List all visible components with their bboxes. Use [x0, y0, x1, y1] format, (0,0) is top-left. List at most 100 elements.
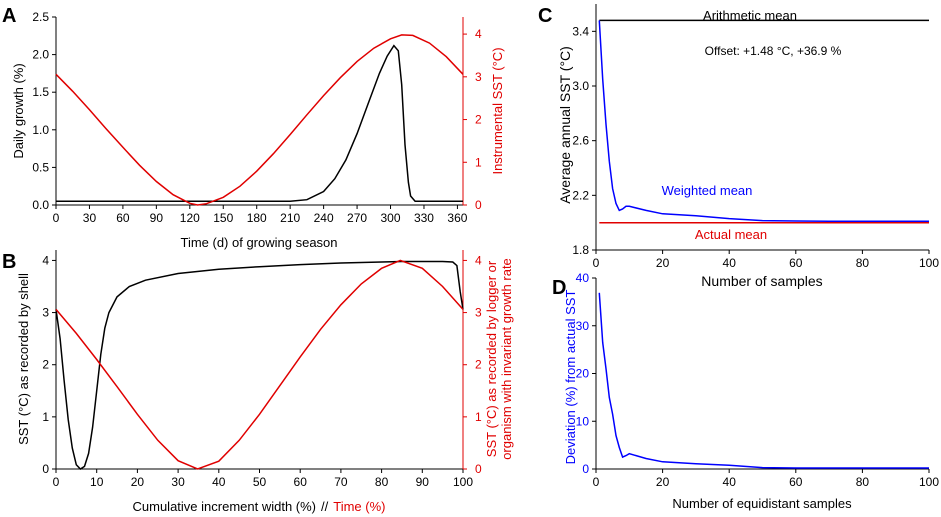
panel-a-y2-tick-label: 4 — [475, 27, 482, 41]
panel-d-x-tick-label: 0 — [593, 475, 600, 489]
panel-d-x-tick-label: 40 — [723, 475, 737, 489]
panel-a-sst-line — [55, 34, 464, 206]
panel-a-y2-tick-label: 2 — [475, 113, 482, 127]
panel-c-x-tick-label: 60 — [789, 256, 803, 270]
panel-b-x-tick-label: 40 — [212, 475, 226, 489]
panel-c-y-tick-label: 1.8 — [572, 243, 589, 257]
panel-c-actual-label: Actual mean — [695, 227, 767, 242]
panel-a-y-tick-label: 0.5 — [32, 160, 49, 174]
panel-a-x-tick-label: 90 — [150, 211, 164, 225]
panel-b-x-label-main: Cumulative increment width (%) — [133, 499, 317, 514]
panel-d-deviation-line — [598, 292, 929, 469]
panel-c-x-label: Number of samples — [701, 273, 822, 289]
panel-b-x-tick-label: 30 — [171, 475, 185, 489]
panel-d-x-tick-label: 100 — [919, 475, 939, 489]
panel-c-letter: C — [538, 5, 552, 27]
panel-a-x-tick-label: 210 — [280, 211, 300, 225]
panel-b-y-tick-label: 1 — [42, 410, 49, 424]
panel-d-y-tick-label: 30 — [576, 319, 590, 333]
panel-b-y-tick-label: 4 — [42, 253, 49, 267]
panel-c-arithmetic-label: Arithmetic mean — [703, 8, 797, 23]
panel-a-y-tick-label: 1.5 — [32, 85, 49, 99]
panel-a-y-tick-label: 1.0 — [32, 123, 49, 137]
panel-d-y-tick-label: 10 — [576, 414, 590, 428]
panel-b-y-tick-label: 2 — [42, 358, 49, 372]
panel-a-x-tick-label: 30 — [83, 211, 97, 225]
panel-d-x-tick-label: 80 — [856, 475, 870, 489]
panel-b-y2-tick-label: 3 — [475, 306, 482, 320]
panel-b-x-label-sep: // — [321, 499, 329, 514]
panel-d-x-tick-label: 60 — [789, 475, 803, 489]
panel-a-y-tick-label: 2.5 — [32, 10, 49, 24]
panel-b-y-label: SST (°C) as recorded by shell — [16, 273, 31, 445]
panel-d-x-label: Number of equidistant samples — [672, 496, 852, 511]
panel-b-y2-label-line2: organism with invariant growth rate — [499, 258, 514, 460]
panel-a-x-tick-label: 330 — [414, 211, 434, 225]
panel-a-x-tick-label: 180 — [247, 211, 267, 225]
panel-b-x-tick-label: 70 — [334, 475, 348, 489]
panel-c-weighted-line — [598, 20, 929, 223]
panel-c-y-tick-label: 3.0 — [572, 79, 589, 93]
panel-b-y2-tick-label: 0 — [475, 462, 482, 476]
panel-b-logger-line — [55, 259, 464, 470]
panel-c-x-tick-label: 0 — [593, 256, 600, 270]
panel-c: C 0 20 40 60 80 100 1.8 2.2 2.6 3.0 3.4 Number of … — [538, 4, 939, 289]
panel-b-x-label-time: Time (%) — [333, 499, 385, 514]
panel-a-x-tick-label: 360 — [447, 211, 467, 225]
panel-b-x-tick-label: 10 — [90, 475, 104, 489]
panel-c-x-tick-label: 80 — [856, 256, 870, 270]
panel-b-x-tick-label: 60 — [294, 475, 308, 489]
panel-b-shell-line — [55, 260, 464, 470]
panel-a-x-tick-label: 240 — [314, 211, 334, 225]
panel-b-x-tick-label: 20 — [131, 475, 145, 489]
panel-b-y2-tick-label: 4 — [475, 253, 482, 267]
panel-d-x-tick-label: 20 — [656, 475, 670, 489]
panel-a-x-tick-label: 270 — [347, 211, 367, 225]
panel-b-y-tick-label: 0 — [42, 462, 49, 476]
panel-b-y2-label-line1: SST (°C) as recorded by logger or — [484, 260, 499, 457]
panel-d-letter: D — [552, 277, 566, 299]
panel-a-letter: A — [2, 5, 16, 27]
panel-a-y2-label: Instrumental SST (°C) — [490, 47, 505, 174]
panel-a-x-label: Time (d) of growing season — [180, 235, 337, 250]
panel-d: D 0 20 40 60 80 100 0 10 20 30 40 Number of equidi… — [552, 271, 939, 511]
panel-c-y-tick-label: 2.6 — [572, 134, 589, 148]
panel-c-x-tick-label: 40 — [723, 256, 737, 270]
panel-a-y-tick-label: 0.0 — [32, 198, 49, 212]
panel-b-y2-tick-label: 2 — [475, 358, 482, 372]
panel-a-x-tick-label: 60 — [116, 211, 130, 225]
panel-d-y-tick-label: 0 — [582, 462, 589, 476]
panel-a-y2-tick-label: 0 — [475, 198, 482, 212]
panel-a-growth-line — [56, 44, 463, 202]
panel-a-x-tick-label: 120 — [180, 211, 200, 225]
panel-a-x-tick-label: 300 — [381, 211, 401, 225]
panel-b-x-tick-label: 80 — [375, 475, 389, 489]
panel-b-x-tick-label: 0 — [53, 475, 60, 489]
panel-a-y2-tick-label: 1 — [475, 155, 482, 169]
panel-c-x-tick-label: 100 — [919, 256, 939, 270]
panel-a-y2-tick-label: 3 — [475, 70, 482, 84]
panel-b-x-label: Cumulative increment width (%) // Time (%) — [133, 499, 386, 514]
panel-a-y-tick-label: 2.0 — [32, 48, 49, 62]
panel-b-y-tick-label: 3 — [42, 306, 49, 320]
panel-b-letter: B — [2, 251, 16, 273]
panel-a-x-tick-label: 150 — [213, 211, 233, 225]
panel-c-offset-annotation: Offset: +1.48 °C, +36.9 % — [705, 44, 842, 58]
panel-d-y-tick-label: 40 — [576, 271, 590, 285]
panel-c-y-label: Average annual SST (°C) — [557, 46, 573, 204]
panel-b-x-tick-label: 100 — [453, 475, 473, 489]
panel-a: A 0 30 60 90 120 150 180 210 240 270 300 330 3600.00… — [2, 5, 505, 250]
panel-b-x-tick-label: 90 — [416, 475, 430, 489]
panel-a-y-label: Daily growth (%) — [11, 63, 26, 158]
panel-b-y2-tick-label: 1 — [475, 410, 482, 424]
panel-c-y-tick-label: 3.4 — [572, 24, 589, 38]
panel-b-x-tick-label: 50 — [253, 475, 267, 489]
panel-a-x-tick-label: 0 — [53, 211, 60, 225]
panel-d-y-tick-label: 20 — [576, 367, 590, 381]
panel-c-weighted-label: Weighted mean — [662, 183, 753, 198]
panel-d-y-label: Deviation (%) from actual SST — [563, 290, 578, 465]
panel-c-x-tick-label: 20 — [656, 256, 670, 270]
